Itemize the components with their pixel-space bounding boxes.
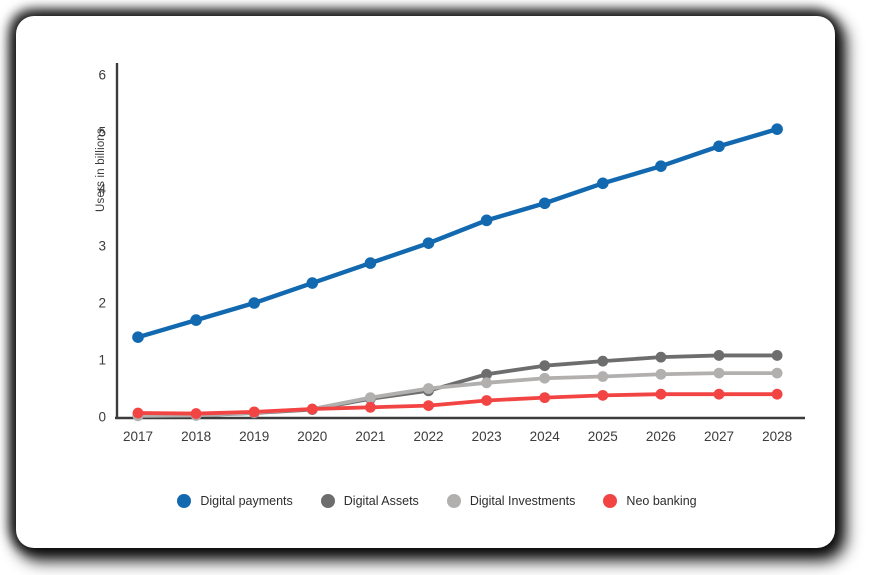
data-point-digital-payments-2022: [422, 237, 435, 249]
data-point-digital-assets-2027: [713, 350, 725, 361]
x-tick-label: 2023: [472, 429, 502, 444]
data-point-digital-payments-2019: [248, 297, 260, 309]
data-point-neo-banking-2023: [481, 395, 492, 406]
legend-item-digital-payments: Digital payments: [173, 494, 296, 508]
data-point-digital-investments-2028: [771, 367, 783, 379]
data-point-neo-banking-2026: [655, 388, 667, 400]
data-point-neo-banking-2017: [132, 407, 144, 419]
x-tick-label: 2017: [123, 429, 153, 444]
data-point-digital-payments-2021: [364, 257, 377, 269]
y-tick-label: 3: [98, 239, 106, 254]
data-point-digital-payments-2025: [597, 177, 609, 190]
data-point-digital-payments-2024: [538, 197, 551, 210]
legend-item-neo-banking: Neo banking: [599, 494, 700, 508]
data-point-digital-investments-2026: [655, 368, 667, 380]
data-point-neo-banking-2019: [248, 406, 260, 418]
chart-axes: [115, 63, 805, 420]
data-point-neo-banking-2028: [771, 388, 783, 400]
legend-dot-digital-payments: [177, 494, 192, 508]
legend-label-digital-payments: Digital payments: [200, 494, 293, 508]
data-point-digital-assets-2023: [481, 368, 492, 380]
data-point-digital-payments-2026: [655, 160, 667, 172]
data-point-digital-investments-2023: [481, 377, 492, 389]
data-point-neo-banking-2025: [597, 389, 609, 401]
chart-card: [16, 16, 835, 548]
data-point-digital-payments-2023: [480, 214, 493, 227]
y-tick-label: 1: [98, 353, 106, 368]
y-tick-label: 2: [98, 296, 106, 311]
data-point-digital-payments-2018: [190, 314, 202, 326]
data-point-digital-assets-2025: [597, 355, 609, 367]
legend-dot-digital-investments: [446, 494, 461, 508]
data-point-digital-investments-2025: [597, 371, 609, 382]
series-line-neo-banking: [136, 392, 779, 416]
data-point-digital-assets-2024: [539, 360, 551, 372]
series-line-digital-payments: [135, 126, 780, 340]
x-tick-label: 2024: [530, 429, 561, 444]
data-point-digital-assets-2026: [655, 351, 667, 363]
data-point-neo-banking-2018: [190, 408, 202, 419]
legend-label-digital-investments: Digital Investments: [469, 494, 576, 508]
chart-tick-labels: 0 1 2 3 4 5 6 2017 2018 2019 2020 2021 2022 2023 2024 2…: [98, 68, 792, 445]
legend-dot-digital-assets: [320, 494, 335, 508]
x-tick-label: 2026: [646, 429, 676, 444]
data-point-neo-banking-2022: [423, 400, 434, 411]
x-tick-label: 2019: [239, 429, 269, 444]
x-tick-label: 2027: [704, 429, 734, 444]
data-point-digital-investments-2022: [423, 383, 434, 394]
y-tick-label: 6: [98, 68, 106, 83]
legend-label-digital-assets: Digital Assets: [343, 494, 419, 508]
data-point-digital-payments-2027: [713, 140, 725, 153]
data-point-neo-banking-2020: [306, 403, 318, 415]
data-point-neo-banking-2027: [713, 388, 725, 400]
x-tick-label: 2025: [588, 429, 618, 444]
data-point-digital-payments-2017: [132, 331, 144, 344]
legend-label-neo-banking: Neo banking: [626, 494, 697, 508]
chart-legend: Digital payments Digital Assets Digital In…: [0, 490, 874, 512]
y-tick-label: 0: [98, 410, 106, 425]
data-point-digital-assets-2028: [771, 350, 783, 361]
x-tick-label: 2028: [762, 429, 792, 444]
data-point-digital-investments-2024: [539, 372, 551, 384]
data-point-neo-banking-2024: [539, 392, 551, 404]
data-point-digital-investments-2027: [713, 367, 725, 379]
y-tick-label: 5: [98, 125, 106, 140]
data-point-digital-payments-2020: [306, 277, 319, 289]
legend-item-digital-investments: Digital Investments: [443, 494, 580, 508]
x-tick-label: 2021: [355, 429, 385, 444]
data-point-digital-payments-2028: [771, 123, 783, 135]
legend-dot-neo-banking: [603, 494, 618, 508]
data-point-digital-investments-2021: [365, 392, 376, 404]
x-tick-label: 2018: [181, 429, 211, 444]
chart-series: [132, 123, 783, 422]
x-tick-label: 2020: [297, 429, 327, 444]
y-axis-title: Users in billions: [95, 128, 107, 212]
x-tick-label: 2022: [413, 429, 443, 444]
data-point-neo-banking-2021: [365, 401, 376, 413]
y-tick-label: 4: [98, 182, 106, 197]
legend-item-digital-assets: Digital Assets: [317, 494, 423, 508]
